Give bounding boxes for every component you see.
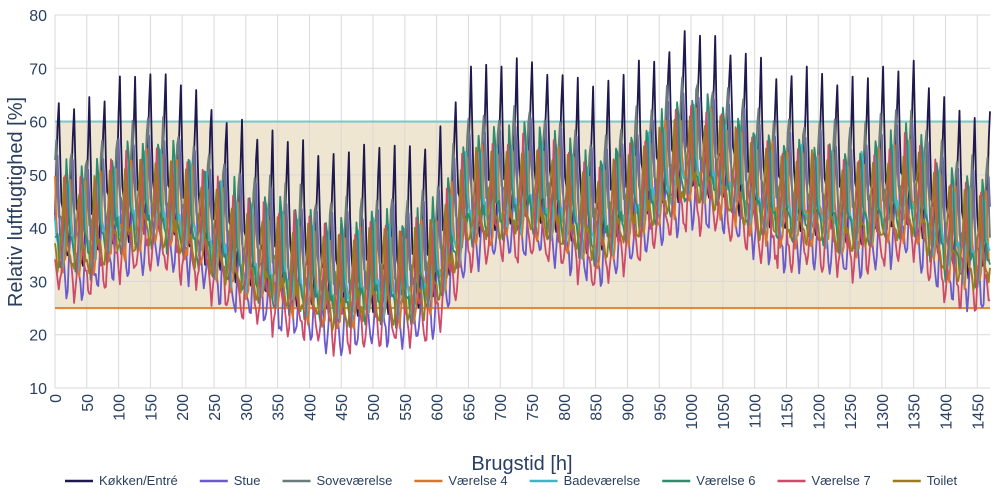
legend-item[interactable]: Toilet (892, 473, 958, 488)
x-tick-label: 450 (334, 394, 351, 421)
x-tick-label: 1050 (716, 394, 733, 430)
legend-label: Soveværelse (317, 473, 393, 488)
x-tick-label: 900 (620, 394, 637, 421)
x-tick-label: 1200 (811, 394, 828, 430)
y-tick-label: 20 (29, 328, 47, 345)
x-tick-label: 1350 (907, 394, 924, 430)
x-tick-label: 150 (143, 394, 160, 421)
y-tick-labels: 10 20 30 40 50 60 70 80 (29, 8, 47, 398)
x-tick-label: 850 (589, 394, 606, 421)
x-tick-label: 300 (239, 394, 256, 421)
legend-label: Badeværelse (564, 473, 641, 488)
y-tick-label: 50 (29, 168, 47, 185)
x-tick-label: 950 (652, 394, 669, 421)
x-tick-labels: 0 50 100 150 200 250 300 350 400 450 500 550 600 650 7… (48, 394, 987, 430)
x-tick-label: 350 (271, 394, 288, 421)
x-tick-label: 1300 (875, 394, 892, 430)
y-tick-label: 60 (29, 115, 47, 132)
legend-label: Køkken/Entré (99, 473, 178, 488)
x-tick-label: 700 (493, 394, 510, 421)
x-axis-title: Brugstid [h] (471, 453, 572, 475)
legend-item[interactable]: Køkken/Entré (65, 473, 178, 488)
legend-item[interactable]: Værelse 6 (662, 473, 756, 488)
y-tick-label: 80 (29, 8, 47, 25)
legend: Køkken/Entré Stue Soveværelse Værelse 4 Bade… (65, 473, 957, 488)
y-tick-label: 10 (29, 381, 47, 398)
legend-item[interactable]: Værelse 4 (414, 473, 508, 488)
x-tick-label: 200 (175, 394, 192, 421)
y-axis-title: Relativ luftfugtighed [%] (5, 97, 27, 307)
y-tick-label: 30 (29, 274, 47, 291)
x-tick-label: 100 (112, 394, 129, 421)
x-tick-label: 1000 (684, 394, 701, 430)
legend-label: Værelse 4 (448, 473, 507, 488)
legend-label: Værelse 6 (696, 473, 755, 488)
series-line (54, 115, 991, 332)
x-tick-label: 650 (461, 394, 478, 421)
legend-item[interactable]: Stue (199, 473, 261, 488)
x-tick-label: 750 (525, 394, 542, 421)
legend-item[interactable]: Badeværelse (529, 473, 641, 488)
legend-label: Toilet (927, 473, 958, 488)
x-tick-label: 400 (302, 394, 319, 421)
x-tick-label: 800 (557, 394, 574, 421)
y-tick-label: 40 (29, 221, 47, 238)
legend-label: Værelse 7 (812, 473, 871, 488)
x-tick-label: 1250 (843, 394, 860, 430)
x-tick-label: 1400 (938, 394, 955, 430)
x-tick-label: 1150 (779, 394, 796, 429)
x-tick-label: 0 (48, 394, 65, 403)
y-tick-label: 70 (29, 61, 47, 78)
x-tick-label: 500 (366, 394, 383, 421)
series-layer (54, 30, 991, 357)
legend-item[interactable]: Værelse 7 (777, 473, 871, 488)
x-tick-label: 1100 (748, 394, 765, 429)
legend-label: Stue (234, 473, 261, 488)
x-tick-label: 550 (398, 394, 415, 421)
x-tick-label: 600 (430, 394, 447, 421)
x-tick-label: 50 (80, 394, 97, 412)
x-tick-label: 250 (207, 394, 224, 421)
legend-item[interactable]: Soveværelse (282, 473, 393, 488)
series-line (54, 103, 991, 324)
x-tick-label: 1450 (970, 394, 987, 430)
